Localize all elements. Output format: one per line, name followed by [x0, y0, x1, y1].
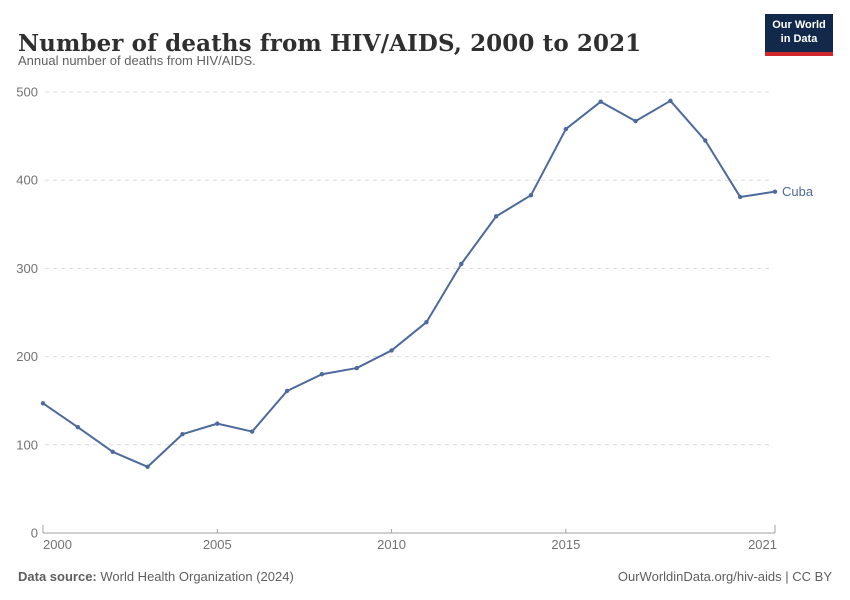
- data-point: [249, 429, 255, 434]
- x-axis-tick-label: 2005: [203, 537, 232, 552]
- data-series-group: Cuba: [40, 98, 814, 470]
- page-title: Number of deaths from HIV/AIDS, 2000 to …: [18, 30, 642, 58]
- data-point: [459, 261, 464, 267]
- y-axis-tick-label: 200: [16, 349, 38, 364]
- data-point: [528, 192, 534, 198]
- series-label[interactable]: Cuba: [782, 184, 814, 199]
- x-axis-group: 2000 2005 2010 2015 2021: [42, 525, 777, 552]
- data-point: [668, 98, 673, 104]
- data-line: [42, 99, 776, 468]
- license-note[interactable]: OurWorldinData.org/hiv-aids | CC BY: [617, 569, 832, 584]
- data-point: [389, 348, 394, 353]
- chart-footer: Data source: World Health Organization (…: [18, 569, 832, 584]
- data-point: [75, 424, 81, 430]
- x-axis-tick-label: 2000: [43, 537, 72, 552]
- chart-subtitle: Annual number of deaths from HIV/AIDS.: [18, 53, 256, 68]
- y-axis-tick-label: 500: [16, 85, 38, 100]
- y-axis-tick-label: 300: [16, 261, 38, 276]
- data-point: [180, 432, 185, 437]
- data-source-value: World Health Organization (2024): [96, 569, 294, 584]
- data-source-note: Data source: World Health Organization (…: [18, 569, 294, 584]
- x-axis-tick-label: 2015: [551, 537, 580, 552]
- data-point: [703, 138, 708, 143]
- data-point: [319, 372, 325, 377]
- y-axis-tick-label: 0: [31, 526, 38, 541]
- data-point: [354, 365, 359, 371]
- data-point: [563, 126, 569, 132]
- x-axis-tick-label: 2021: [748, 537, 777, 552]
- x-axis-tick-label: 2010: [377, 537, 406, 552]
- data-point: [772, 189, 778, 194]
- y-axis-tick-label: 400: [16, 173, 38, 188]
- gridlines-group: [45, 91, 772, 446]
- data-point: [284, 388, 290, 394]
- data-point: [633, 118, 638, 124]
- data-point: [424, 320, 429, 325]
- owid-logo-line2: in Data: [780, 32, 818, 45]
- owid-logo[interactable]: Our World in Data: [765, 14, 833, 56]
- data-point: [145, 464, 150, 470]
- data-point: [215, 421, 220, 426]
- data-point: [110, 449, 115, 455]
- data-point: [40, 401, 46, 406]
- data-point: [493, 214, 499, 219]
- data-point: [598, 99, 603, 104]
- y-axis-tick-label: 100: [16, 437, 38, 452]
- y-axis-labels-group: 0 100 200 300 400 500: [16, 85, 38, 541]
- data-source-label: Data source:: [18, 569, 97, 584]
- data-point: [737, 194, 743, 200]
- owid-logo-line1: Our World: [772, 19, 826, 31]
